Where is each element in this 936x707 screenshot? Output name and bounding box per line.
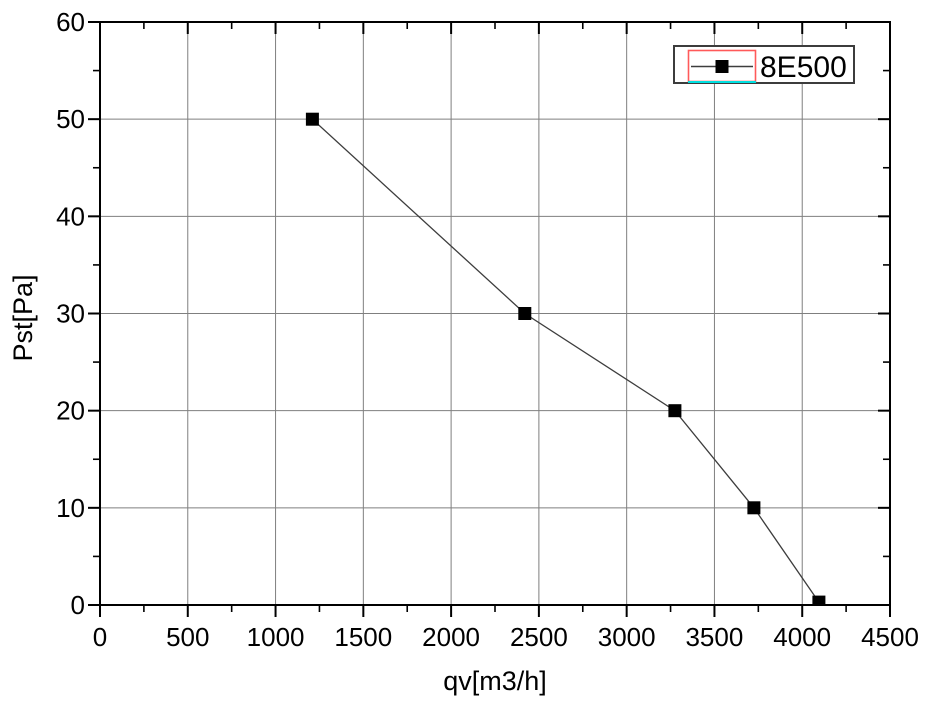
y-tick-label: 60	[56, 7, 85, 37]
data-point-marker[interactable]	[305, 112, 319, 126]
data-point-marker[interactable]	[518, 307, 532, 320]
y-axis-label: Pst[Pa]	[8, 274, 38, 361]
data-point-marker[interactable]	[747, 501, 761, 515]
plot-frame	[98, 20, 892, 607]
x-tick-label: 2000	[422, 622, 480, 652]
series-line[interactable]	[311, 118, 820, 603]
x-axis-label: qv[m3/h]	[443, 666, 547, 696]
legend[interactable]: 8E500	[673, 45, 855, 84]
x-tick-label: 0	[93, 622, 107, 652]
x-tick-label: 3000	[598, 622, 656, 652]
y-tick-label: 50	[56, 104, 85, 134]
y-tick-label: 20	[56, 396, 85, 426]
series-8E500	[305, 112, 826, 609]
y-tick-label: 0	[71, 590, 85, 620]
legend-border-box	[673, 45, 855, 84]
legend-square-marker-icon	[715, 60, 729, 73]
x-tick-label: 1000	[247, 622, 305, 652]
x-tick-label: 3500	[685, 622, 743, 652]
axis-ticks	[88, 21, 891, 617]
x-tick-label: 2500	[510, 622, 568, 652]
legend-label: 8E500	[760, 51, 847, 84]
y-tick-label: 30	[56, 299, 85, 329]
data-point-marker[interactable]	[812, 595, 826, 609]
data-point-marker[interactable]	[668, 404, 682, 418]
y-tick-label: 10	[56, 493, 85, 523]
x-tick-label: 4000	[773, 622, 831, 652]
y-tick-labels: 0 10 20 30 40 50 60	[56, 7, 85, 620]
y-tick-label: 40	[56, 201, 85, 231]
x-tick-label: 500	[166, 622, 209, 652]
x-tick-labels: 0 500 1000 1500 2000 2500 3000 3500 4000 4500	[93, 622, 919, 652]
x-tick-label: 1500	[334, 622, 392, 652]
x-tick-label: 4500	[861, 622, 919, 652]
gridlines	[100, 22, 890, 605]
